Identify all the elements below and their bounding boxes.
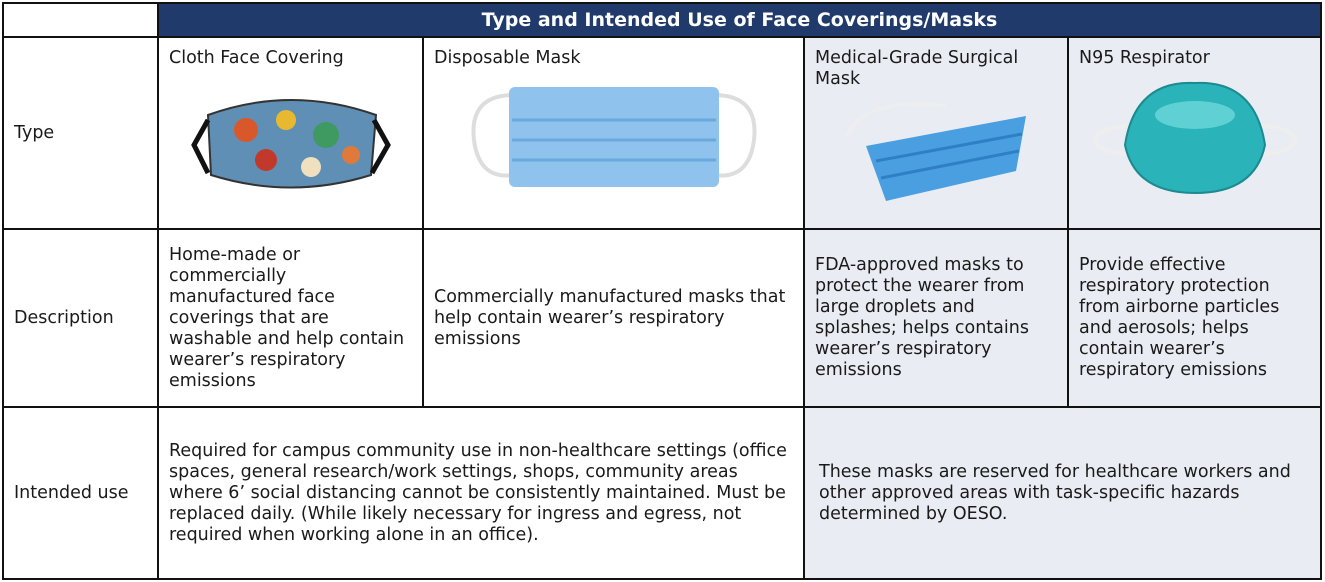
description-row: Description Home-made or commercially ma…	[2, 228, 1322, 408]
description-cell: FDA-approved masks to protect the wearer…	[803, 228, 1069, 408]
type-name: Disposable Mask	[434, 48, 581, 68]
use-cell: Required for campus community use in non…	[157, 406, 805, 580]
type-cell: Medical-Grade Surgical Mask	[803, 36, 1069, 230]
description-cell: Commercially manufactured masks that hel…	[422, 228, 805, 408]
corner-cell	[2, 2, 159, 38]
type-cell: N95 Respirator	[1067, 36, 1322, 230]
use-cell: These masks are reserved for healthcare …	[803, 406, 1322, 580]
type-name: Medical-Grade Surgical Mask	[815, 48, 1019, 89]
type-cell: Cloth Face Covering	[157, 36, 424, 230]
description-cell: Provide effective respiratory protection…	[1067, 228, 1322, 408]
row-label: Intended use	[2, 406, 159, 580]
n95-image	[1092, 81, 1297, 195]
disposable-mask-image	[471, 87, 756, 187]
description-cell: Home-made or commercially manufactured f…	[157, 228, 424, 408]
surgical-mask-image	[844, 102, 1026, 201]
header-row: Type and Intended Use of Face Coverings/…	[2, 2, 1322, 38]
intended-use-row: Intended use Required for campus communi…	[2, 406, 1322, 580]
cloth-mask-image	[190, 99, 391, 189]
type-name: N95 Respirator	[1079, 48, 1210, 68]
type-name: Cloth Face Covering	[169, 48, 344, 68]
row-label: Type	[2, 36, 159, 230]
type-row: Type Cloth Face Covering Disposable Mask	[2, 36, 1322, 230]
table-title: Type and Intended Use of Face Coverings/…	[157, 2, 1322, 38]
row-label: Description	[2, 228, 159, 408]
type-cell: Disposable Mask	[422, 36, 805, 230]
